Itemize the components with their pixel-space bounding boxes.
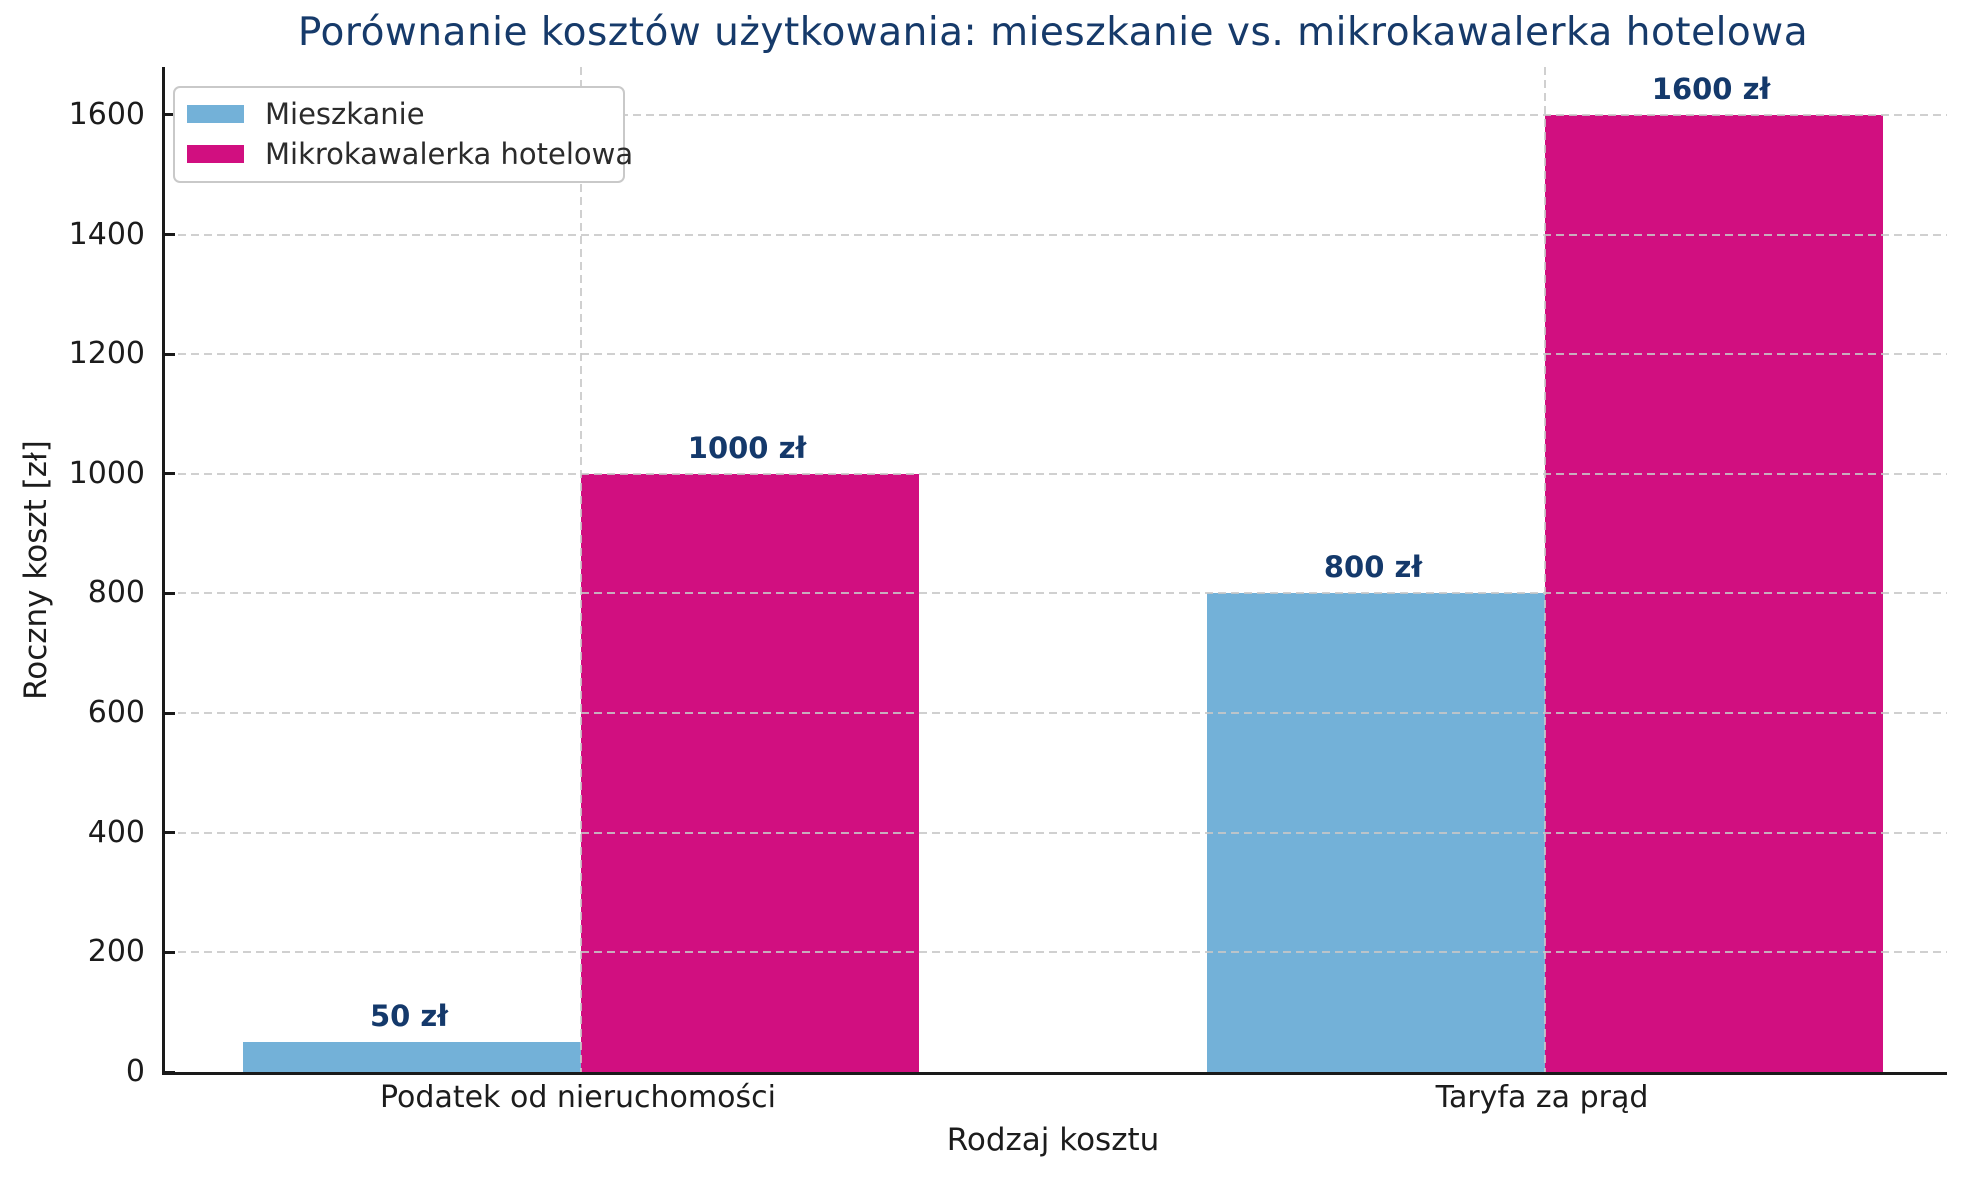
y-tick-mark <box>165 1070 175 1074</box>
legend-item-mieszkanie: Mieszkanie <box>175 94 623 134</box>
h-gridline-1400 <box>165 233 1947 236</box>
y-tick-label: 800 <box>87 575 145 611</box>
x-tick-label: Podatek od nieruchomości <box>380 1080 776 1115</box>
y-tick-label: 200 <box>87 934 145 970</box>
legend-label: Mieszkanie <box>265 97 425 131</box>
plot-area <box>162 67 1947 1075</box>
h-gridline-600 <box>165 712 1947 715</box>
x-axis-label: Rodzaj kosztu <box>946 1122 1160 1158</box>
legend-item-mikrokawalerka: Mikrokawalerka hotelowa <box>175 134 633 174</box>
legend-swatch-mieszkanie <box>187 105 244 123</box>
y-tick-mark <box>165 831 175 835</box>
y-tick-label: 1200 <box>68 336 145 372</box>
h-gridline-1000 <box>165 472 1947 475</box>
h-gridline-1600 <box>165 113 1947 116</box>
y-tick-label: 400 <box>87 814 145 850</box>
y-tick-mark <box>165 591 175 595</box>
y-tick-label: 1400 <box>68 216 145 252</box>
bar-mieszkanie-0 <box>243 1042 581 1072</box>
bar-mikrokawalerka-hotelowa-0 <box>581 473 919 1072</box>
value-label: 1000 zł <box>687 430 807 465</box>
legend-label: Mikrokawalerka hotelowa <box>265 137 634 171</box>
y-tick-mark <box>165 711 175 715</box>
x-tick-label: Taryfa za prąd <box>1435 1080 1649 1115</box>
y-tick-label: 1000 <box>68 455 145 491</box>
h-gridline-400 <box>165 831 1947 834</box>
chart-title: Porównanie kosztów użytkowania: mieszkan… <box>297 10 1809 55</box>
value-label: 800 zł <box>1323 550 1423 585</box>
y-tick-label: 0 <box>125 1054 145 1089</box>
v-gridline-1 <box>1544 67 1546 1072</box>
h-gridline-200 <box>165 951 1947 954</box>
value-label: 1600 zł <box>1651 71 1771 106</box>
y-tick-label: 1600 <box>68 96 145 132</box>
y-tick-mark <box>165 950 175 954</box>
h-gridline-800 <box>165 592 1947 595</box>
legend-swatch-mikrokawalerka <box>187 145 244 163</box>
y-tick-mark <box>165 472 175 476</box>
y-tick-label: 600 <box>87 695 145 731</box>
y-tick-mark <box>165 352 175 356</box>
value-label: 50 zł <box>369 999 449 1034</box>
legend: Mieszkanie Mikrokawalerka hotelowa <box>173 86 633 183</box>
y-tick-mark <box>165 233 175 236</box>
y-tick-mark <box>165 113 175 117</box>
v-gridline-0 <box>580 67 582 1072</box>
h-gridline-1200 <box>165 353 1947 356</box>
